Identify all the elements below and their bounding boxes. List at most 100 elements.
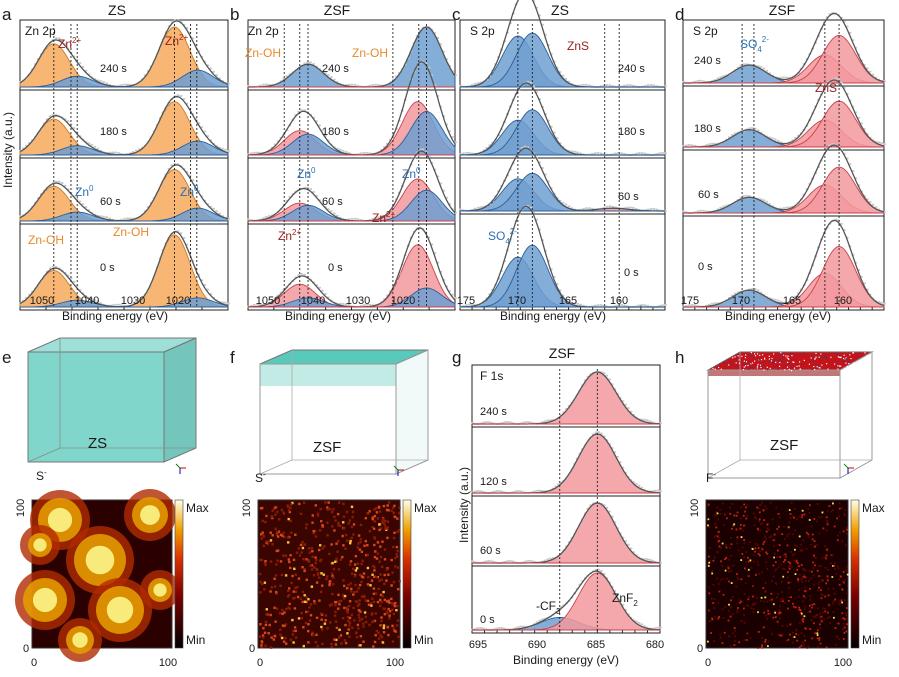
panel-h-heatmap-pixel	[804, 596, 807, 599]
panel-f-heatmap-pixel	[370, 579, 374, 582]
panel-h-heatmap-pixel	[718, 537, 721, 539]
panel-h-heatmap-pixel	[808, 511, 811, 514]
panel-f-heatmap-pixel	[360, 617, 364, 621]
panel-h-cube-speckle-dot	[761, 361, 763, 363]
panel-f-heatmap-pixel	[350, 590, 353, 593]
panel-f-heatmap-pixel	[337, 521, 340, 525]
panel-h-heatmap-pixel	[757, 564, 760, 566]
panel-f-heatmap-pixel	[289, 506, 292, 510]
panel-h-heatmap-pixel	[787, 576, 789, 579]
panel-f-heatmap-pixel	[338, 501, 341, 504]
panel-h-heatmap-pixel	[708, 526, 710, 529]
panel-f-heatmap-pixel	[384, 526, 388, 529]
panel-f-heatmap-pixel	[347, 522, 350, 525]
panel-f-heatmap-pixel	[330, 543, 333, 546]
panel-c-zns-label: ZnS	[567, 39, 589, 53]
panel-f-heatmap-pixel	[310, 547, 314, 550]
panel-f-heatmap-pixel	[396, 517, 399, 520]
panel-h-heatmap-pixel	[766, 568, 769, 570]
panel-f-heatmap-pixel	[259, 558, 262, 561]
panel-h-heatmap-pixel	[800, 564, 803, 566]
panel-h-cube-speckle	[712, 352, 868, 372]
panel-h-heatmap-pixel	[751, 548, 754, 550]
panel-h-cube-speckle-dot	[826, 359, 828, 361]
panel-h-heatmap-pixel	[757, 528, 759, 531]
panel-h-heatmap-pixel	[804, 605, 807, 608]
panel-h-heatmap-pixel	[740, 559, 743, 561]
panel-d: d ZSF S 2p SO42- ZnS 240 s 180 s 60 s 0 …	[675, 2, 852, 323]
panel-h-heatmap-pixel	[789, 517, 792, 520]
panel-h-heatmap-pixel	[758, 520, 760, 523]
panel-h-heatmap-pixel	[843, 631, 846, 634]
panel-h-heatmap-pixel	[824, 566, 827, 569]
panel-h-heatmap-pixel	[808, 579, 810, 582]
panel-h-heatmap-pixel	[793, 559, 795, 562]
panel-h-heatmap-pixel	[827, 576, 829, 579]
panel-h-heatmap-pixel	[819, 642, 822, 645]
panel-h-heatmap-pixel	[753, 516, 756, 519]
panel-f-heatmap-pixel	[271, 543, 274, 546]
panel-h-cube-speckle-dot	[772, 362, 774, 364]
panel-e-colorbar	[174, 499, 184, 649]
panel-f-heatmap-pixel	[316, 512, 320, 515]
panel-h-heatmap-pixel	[775, 583, 778, 585]
panel-f-heatmap-pixel	[272, 638, 275, 641]
panel-h-heatmap-pixel	[834, 562, 836, 564]
panel-f-heatmap-pixel	[287, 541, 290, 544]
panel-h-heatmap-pixel	[707, 518, 710, 521]
panel-h-heatmap-pixel	[845, 566, 848, 568]
panel-h-heatmap-pixel	[779, 611, 782, 614]
panel-f-heatmap-pixel	[314, 641, 318, 644]
panel-f-heatmap-pixel	[364, 540, 367, 543]
panel-f-heatmap-pixel	[307, 547, 311, 550]
panel-f-heatmap-pixel	[304, 600, 307, 603]
panel-f-map-x0: 0	[257, 657, 263, 669]
panel-h-heatmap-pixel	[829, 622, 832, 625]
panel-f-heatmap-pixel	[330, 603, 333, 606]
panel-f-heatmap-pixel	[394, 565, 397, 568]
panel-f-heatmap-pixel	[352, 533, 355, 536]
panel-h-heatmap-pixel	[784, 555, 787, 557]
panel-h-heatmap-pixel	[787, 586, 790, 589]
panel-h-cube-speckle-dot	[820, 356, 822, 358]
panel-h-heatmap-pixel	[791, 642, 794, 644]
panel-h-heatmap-pixel	[801, 509, 804, 512]
panel-h-heatmap-pixel	[838, 507, 841, 510]
panel-h-heatmap-pixel	[708, 560, 711, 562]
panel-h-heatmap-pixel	[730, 536, 732, 539]
panel-f-heatmap-pixel	[383, 558, 387, 561]
panel-f-heatmap-pixel	[360, 562, 363, 566]
panel-d-frame	[682, 19, 885, 311]
panel-h-heatmap-pixel	[804, 639, 807, 642]
panel-f-heatmap-pixel	[363, 594, 366, 598]
panel-h-heatmap-pixel	[820, 615, 823, 618]
panel-h-cube-speckle-dot	[786, 366, 789, 368]
panel-h-cube-speckle-dot	[723, 361, 725, 363]
panel-f-heatmap-pixel	[326, 575, 329, 578]
panel-h-heatmap-pixel	[788, 596, 790, 599]
panel-h-cube-speckle-dot	[814, 358, 816, 360]
panel-h-heatmap-pixel	[845, 569, 848, 572]
panel-f-heatmap-pixel	[343, 594, 347, 598]
panel-h-heatmap-pixel	[799, 609, 802, 611]
panel-f-heatmap-pixel	[285, 607, 288, 611]
panel-h-cube-speckle-dot	[769, 360, 771, 362]
panel-h-cube-speckle-dot	[743, 363, 746, 365]
panel-h-heatmap-pixel	[771, 599, 773, 601]
panel-f-heatmap-pixel	[314, 556, 317, 559]
panel-h-heatmap-pixel	[803, 615, 806, 618]
panel-h-heatmap-pixel	[752, 553, 755, 556]
panel-h-heatmap-pixel	[844, 509, 846, 512]
panel-h-heatmap-pixel	[722, 593, 725, 596]
panel-h-heatmap-pixel	[757, 631, 760, 633]
panel-h-cube-speckle-dot	[799, 361, 801, 363]
panel-h-heatmap-pixel	[770, 600, 773, 602]
panel-f-heatmap-pixel	[347, 604, 351, 608]
panel-h-heatmap-pixel	[743, 524, 745, 527]
panel-f-heatmap-pixel	[339, 558, 343, 561]
panel-h-heatmap-pixel	[803, 513, 806, 516]
panel-f-heatmap-pixel	[333, 529, 336, 532]
panel-h-cube-speckle-dot	[730, 362, 732, 364]
panel-f-heatmap-pixel	[378, 560, 381, 563]
panel-f-heatmap-pixel	[271, 534, 274, 537]
